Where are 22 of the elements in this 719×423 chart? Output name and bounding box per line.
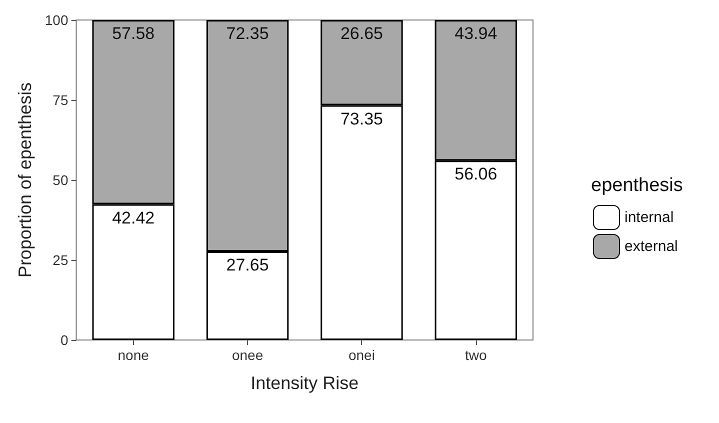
x-tick-label: two <box>465 347 488 363</box>
legend-label: external <box>624 238 678 255</box>
data-label: 26.65 <box>340 24 383 43</box>
data-label: 42.42 <box>112 208 155 228</box>
data-label: 56.06 <box>454 164 498 184</box>
y-axis-title: Proportion of epenthesis <box>15 82 35 278</box>
data-label: 27.65 <box>226 256 269 275</box>
y-tick-label: 50 <box>52 172 68 188</box>
x-tick-label: onei <box>348 347 375 363</box>
data-label: 57.58 <box>112 24 155 43</box>
y-tick-label: 0 <box>60 332 68 348</box>
x-tick-label: none <box>118 347 150 363</box>
y-tick-label: 25 <box>52 252 68 268</box>
legend-label: internal <box>624 209 674 226</box>
data-label: 72.35 <box>226 24 269 43</box>
y-tick-label: 100 <box>44 12 68 28</box>
y-tick-label: 75 <box>52 92 68 108</box>
data-label: 73.35 <box>340 109 383 128</box>
x-tick-label: onee <box>232 347 264 363</box>
data-label: 43.94 <box>454 24 498 43</box>
legend-title: epenthesis <box>591 175 683 196</box>
x-axis-title: Intensity Rise <box>250 373 359 393</box>
